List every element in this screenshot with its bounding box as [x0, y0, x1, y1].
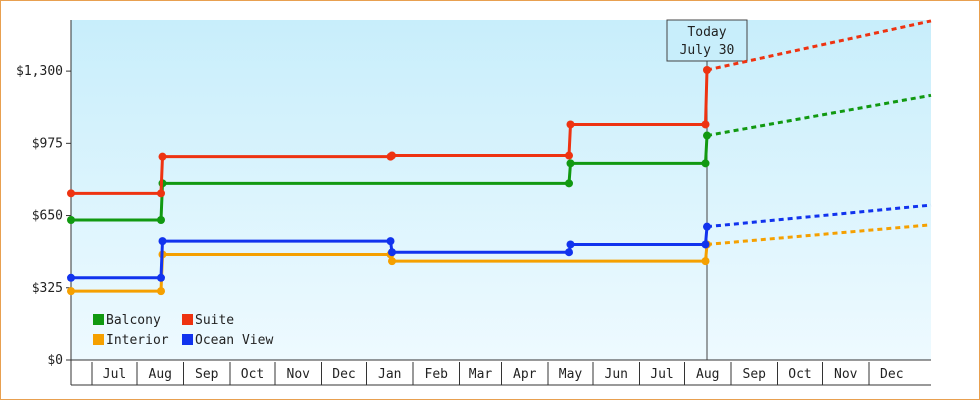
data-point: [703, 131, 711, 140]
series-group: [67, 19, 932, 296]
legend-label: Ocean View: [195, 333, 273, 348]
y-tick-label: $325: [32, 281, 63, 296]
today-date-label: July 30: [680, 43, 735, 58]
data-point: [157, 287, 165, 296]
data-point: [67, 287, 75, 296]
data-point: [566, 159, 575, 168]
month-label: Aug: [696, 367, 719, 382]
month-label: Jun: [605, 367, 628, 382]
data-point: [703, 222, 711, 231]
month-label: Oct: [241, 367, 264, 382]
month-label: Jul: [650, 367, 673, 382]
y-tick-label: $0: [47, 353, 63, 368]
month-label: Nov: [834, 367, 858, 382]
month-label: Mar: [469, 367, 493, 382]
data-point: [703, 66, 711, 74]
legend-item: Suite: [182, 313, 234, 328]
data-point: [565, 179, 573, 188]
month-label: Dec: [880, 367, 903, 382]
today-label: Today: [687, 25, 726, 40]
legend-label: Balcony: [106, 313, 161, 328]
month-label: Sep: [195, 367, 219, 382]
data-point: [388, 248, 396, 257]
month-label: Oct: [788, 367, 811, 382]
legend-swatch: [182, 314, 193, 325]
legend: Balcony Suite Interior Ocean View: [93, 313, 273, 348]
legend-swatch: [93, 314, 104, 325]
forecast-line: [706, 93, 932, 138]
data-point: [388, 151, 396, 160]
month-label: Sep: [743, 367, 767, 382]
forecast-line: [706, 223, 932, 246]
month-label: Apr: [513, 367, 537, 382]
data-point: [67, 273, 75, 282]
legend-item: Ocean View: [182, 333, 273, 348]
data-point: [701, 240, 710, 249]
data-point: [701, 120, 710, 129]
forecast-line: [706, 203, 932, 229]
x-axis: Jul Aug Sep Oct Nov Dec Jan Feb Mar Apr May Jun Jul A…: [71, 359, 931, 386]
data-point: [565, 151, 573, 160]
data-point: [157, 273, 165, 282]
legend-label: Suite: [195, 313, 234, 328]
data-point: [67, 216, 75, 224]
legend-item: Interior: [93, 333, 169, 348]
month-label: Aug: [149, 367, 172, 382]
y-axis: $0 $325 $650 $975 $1,300: [16, 20, 72, 385]
series-suite: [67, 19, 932, 198]
legend-swatch: [93, 334, 104, 345]
data-point: [701, 257, 710, 266]
data-point: [565, 248, 573, 257]
data-point: [157, 189, 165, 198]
month-label: Feb: [425, 367, 449, 382]
legend-label: Interior: [106, 333, 169, 348]
data-point: [566, 240, 575, 249]
y-tick-label: $1,300: [16, 64, 63, 79]
data-point: [158, 237, 167, 246]
data-point: [386, 237, 395, 246]
today-box: [666, 19, 748, 62]
month-label: Jul: [103, 367, 126, 382]
y-tick-label: $650: [32, 209, 63, 224]
data-point: [67, 189, 75, 198]
data-point: [701, 159, 710, 168]
y-tick-label: $975: [32, 136, 63, 151]
month-label: Nov: [287, 367, 311, 382]
legend-swatch: [182, 334, 193, 345]
series-ocean-view: [67, 203, 932, 282]
data-point: [158, 152, 167, 161]
month-label: Jan: [378, 367, 401, 382]
data-point: [566, 120, 575, 129]
legend-item: Balcony: [93, 313, 161, 328]
month-label: Dec: [332, 367, 355, 382]
month-label: May: [559, 367, 583, 382]
data-point: [157, 216, 165, 224]
series-balcony: [67, 93, 932, 224]
forecast-line: [706, 19, 932, 72]
data-point: [388, 257, 396, 266]
plot-background: [71, 20, 931, 360]
